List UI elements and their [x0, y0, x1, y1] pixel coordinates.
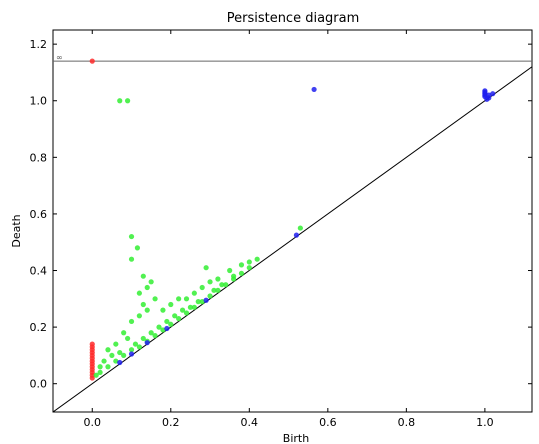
data-point [168, 301, 174, 308]
data-point [113, 358, 119, 364]
data-point [128, 256, 135, 262]
data-point [160, 327, 166, 333]
data-point [89, 375, 95, 381]
y-tick-label: 0.4 [30, 265, 48, 278]
infinity-label: ∞ [56, 53, 63, 62]
chart-title: Persistence diagram [227, 11, 360, 26]
y-tick-label: 0.0 [30, 378, 48, 391]
data-point [238, 262, 245, 268]
data-point [219, 282, 225, 288]
data-point [211, 287, 217, 293]
data-point [128, 233, 135, 240]
data-point [215, 276, 221, 282]
data-point [207, 279, 213, 285]
data-point [140, 335, 146, 342]
data-point [183, 310, 190, 316]
data-point [117, 359, 123, 366]
data-point [121, 330, 127, 336]
data-point [246, 259, 252, 265]
data-point [136, 290, 142, 296]
data-point [152, 333, 158, 339]
data-point [199, 299, 205, 305]
data-point [168, 321, 174, 327]
data-point [132, 341, 139, 347]
data-point [93, 372, 99, 378]
data-point [140, 273, 146, 279]
data-point [195, 299, 201, 305]
data-point [297, 225, 303, 231]
data-point [164, 325, 170, 332]
data-point [179, 307, 186, 313]
y-tick-label: 0.8 [30, 151, 48, 164]
data-point [105, 347, 111, 353]
data-point [203, 265, 209, 271]
data-point [109, 352, 115, 359]
data-point [203, 297, 209, 303]
data-point [136, 344, 142, 350]
data-point [113, 341, 119, 347]
data-point [121, 352, 127, 359]
data-point [227, 267, 233, 274]
data-point [117, 98, 123, 104]
data-point [117, 349, 123, 356]
data-point [490, 91, 496, 97]
data-point [156, 324, 162, 330]
data-point [176, 296, 182, 302]
y-tick-label: 1.2 [30, 38, 48, 51]
x-tick-label: 0.6 [319, 416, 337, 429]
data-point [187, 304, 194, 310]
data-point [191, 290, 197, 296]
data-point [215, 287, 221, 293]
data-point [164, 318, 170, 325]
data-point [124, 335, 131, 342]
y-tick-label: 0.2 [30, 321, 48, 334]
data-point [199, 284, 205, 291]
plot-area: 0.0 0.2 0.4 0.6 0.8 1.0 0.0 0.2 0.4 0.6 0.8 1.0 1.2 ∞ [30, 29, 533, 429]
data-point [207, 293, 213, 299]
data-point [486, 92, 492, 98]
data-point [140, 301, 146, 308]
data-point [101, 358, 107, 364]
data-point [97, 369, 103, 375]
data-point [254, 256, 260, 262]
data-point [144, 340, 150, 346]
data-point [246, 265, 252, 271]
x-tick-label: 0.0 [84, 416, 102, 429]
data-point [105, 364, 111, 370]
data-point [231, 276, 237, 282]
data-point [311, 86, 317, 93]
data-point [238, 270, 245, 276]
data-point [148, 330, 154, 336]
x-tick-label: 0.4 [241, 416, 259, 429]
data-point [144, 307, 150, 313]
data-point [134, 245, 141, 251]
data-point [160, 307, 166, 313]
data-point [183, 296, 190, 302]
data-point [293, 232, 300, 238]
x-tick-label: 0.8 [398, 416, 416, 429]
y-tick-label: 1.0 [30, 95, 48, 108]
data-point [136, 313, 142, 319]
data-point [172, 313, 178, 319]
data-point [152, 296, 158, 302]
data-point [484, 96, 490, 102]
x-tick-label: 1.0 [476, 416, 494, 429]
data-point [128, 351, 135, 357]
y-axis-title: Death [10, 214, 23, 247]
x-axis-title: Birth [283, 432, 309, 444]
data-point [191, 304, 197, 310]
data-point [223, 282, 229, 288]
data-point [97, 364, 103, 370]
x-tick-label: 0.2 [162, 416, 180, 429]
data-point [124, 98, 131, 104]
data-point [144, 284, 150, 291]
data-point [128, 318, 135, 325]
data-point [128, 347, 135, 353]
data-point [89, 58, 95, 64]
data-point [176, 316, 182, 322]
data-point [148, 279, 154, 285]
y-tick-label: 0.6 [30, 208, 48, 221]
